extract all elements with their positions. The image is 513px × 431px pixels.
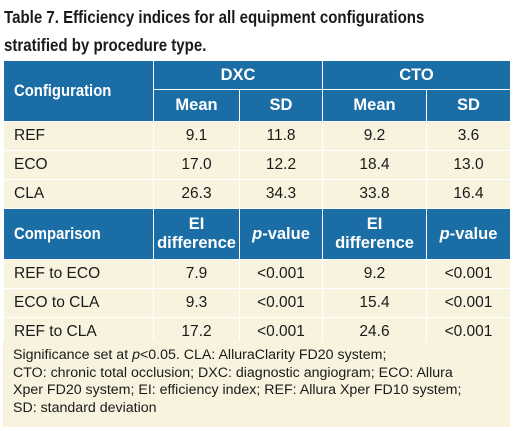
dxc-ei-cell: 7.9: [153, 259, 240, 289]
footnote-line-1: Significance set at p<0.05. CLA: AlluraC…: [13, 347, 387, 363]
cto-p-cell: <0.001: [426, 288, 511, 318]
config-label: ECO: [3, 150, 154, 180]
dxc-mean-cell: 17.0: [153, 150, 240, 180]
dxc-sd-cell: 11.8: [239, 121, 323, 151]
cto-sd-cell: 13.0: [426, 150, 511, 180]
table-footnote: Significance set at p<0.05. CLA: AlluraC…: [3, 341, 510, 427]
config-row: ECO 17.0 12.2 18.4 13.0: [3, 150, 511, 180]
header-dxc-sd: SD: [239, 89, 323, 122]
header-cto-p-value: p-value: [426, 208, 511, 260]
header-cto-sd: SD: [426, 89, 511, 122]
header-dxc-mean: Mean: [153, 89, 240, 122]
header-dxc-p-value: p-value: [239, 208, 323, 260]
dxc-mean-cell: 26.3: [153, 179, 240, 209]
cto-p-cell: <0.001: [426, 259, 511, 289]
config-row: REF 9.1 11.8 9.2 3.6: [3, 121, 511, 151]
cto-mean-cell: 9.2: [322, 121, 427, 151]
comparison-label: REF to ECO: [3, 259, 154, 289]
config-label: REF: [3, 121, 154, 151]
table-title-line-1: Table 7. Efficiency indices for all equi…: [4, 7, 425, 27]
cto-sd-cell: 16.4: [426, 179, 511, 209]
header-cto-mean: Mean: [322, 89, 427, 122]
table-title: Table 7. Efficiency indices for all equi…: [4, 3, 438, 59]
header-dxc-ei-difference: EI difference: [153, 208, 240, 260]
dxc-p-cell: <0.001: [239, 259, 323, 289]
header-configuration: Configuration: [3, 60, 154, 122]
header-dxc: DXC: [153, 60, 323, 90]
dxc-ei-cell: 9.3: [153, 288, 240, 318]
dxc-mean-cell: 9.1: [153, 121, 240, 151]
footnote-line-2: CTO: chronic total occlusion; DXC: diagn…: [13, 364, 453, 381]
header-row-groups: Configuration DXC CTO: [3, 60, 511, 122]
cto-sd-cell: 3.6: [426, 121, 511, 151]
config-label: CLA: [3, 179, 154, 209]
dxc-sd-cell: 34.3: [239, 179, 323, 209]
comparison-label: ECO to CLA: [3, 288, 154, 318]
comparison-row: ECO to CLA 9.3 <0.001 15.4 <0.001: [3, 288, 511, 318]
efficiency-table: Configuration DXC CTO Mean SD Mean SD RE…: [3, 60, 511, 347]
footnote-line-3: Xper FD20 system; EI: efficiency index; …: [13, 382, 462, 398]
config-row: CLA 26.3 34.3 33.8 16.4: [3, 179, 511, 209]
dxc-sd-cell: 12.2: [239, 150, 323, 180]
header-cto-ei-difference: EI difference: [322, 208, 427, 260]
footnote-line-4: SD: standard deviation: [13, 399, 157, 416]
cto-ei-cell: 15.4: [322, 288, 427, 318]
cto-ei-cell: 9.2: [322, 259, 427, 289]
comparison-row: REF to ECO 7.9 <0.001 9.2 <0.001: [3, 259, 511, 289]
header-comparison: Comparison: [3, 208, 154, 260]
cto-mean-cell: 33.8: [322, 179, 427, 209]
header-cto: CTO: [322, 60, 511, 90]
comparison-header-row: Comparison EI difference p-value EI differ…: [3, 208, 511, 260]
cto-mean-cell: 18.4: [322, 150, 427, 180]
dxc-p-cell: <0.001: [239, 288, 323, 318]
header-row-stats: Mean SD Mean SD: [4, 89, 511, 122]
table-title-line-2: stratified by procedure type.: [4, 35, 207, 55]
